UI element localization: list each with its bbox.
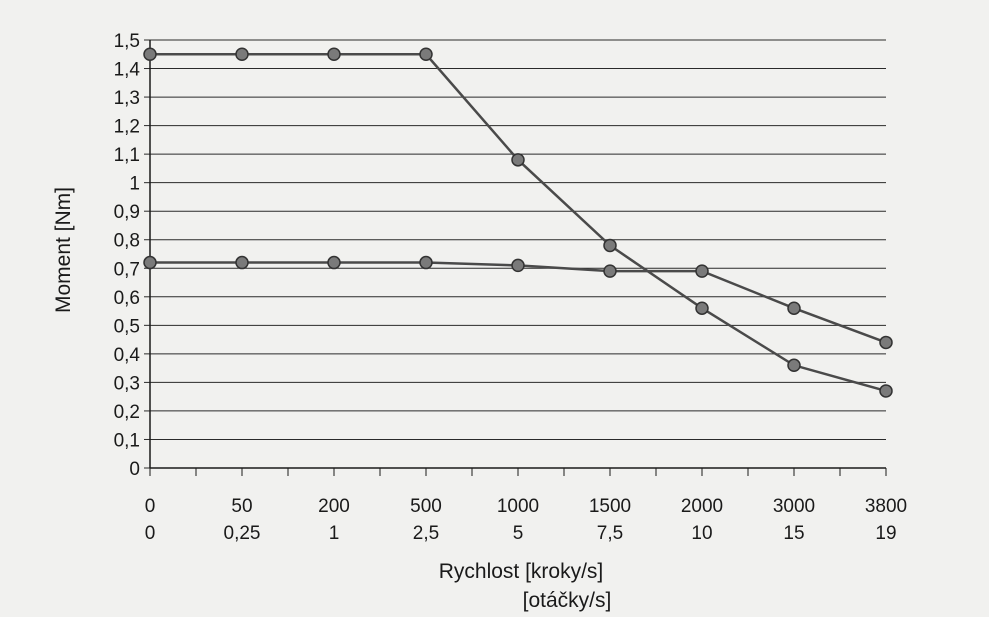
y-axis-label: Moment [Nm] [52,187,75,313]
x-tick-label: 500 [410,496,442,517]
data-point [235,255,249,270]
y-tick-labels: 0 0,1 0,2 0,3 0,4 0,5 0,6 0,7 0,8 0,9 1 1,1 1,2 1,3 1,… [114,31,141,480]
x-tick-label-secondary: 0,25 [224,523,261,544]
data-point [143,255,157,270]
y-tick-label: 1,4 [114,60,141,81]
data-point [419,255,433,270]
data-point [787,358,801,373]
y-tick-label: 0,9 [114,202,140,223]
series-line-2 [150,261,887,344]
x-tick-label: 3000 [773,496,815,517]
data-point [879,384,893,398]
y-tick-label: 1,3 [114,88,140,109]
data-point [879,335,893,350]
y-tick-label: 1,5 [114,31,140,52]
y-tick-label: 1,1 [114,145,140,166]
data-point [511,258,525,273]
x-tick-label: 200 [318,496,350,517]
x-tick-label-secondary: 1 [329,523,340,544]
x-tick-label-secondary: 7,5 [597,523,623,544]
x-tick-label: 50 [231,496,252,517]
data-point [327,255,341,270]
y-tick-label: 0,7 [114,259,140,280]
x-tick-label: 1500 [589,496,631,517]
x-tick-label: 1000 [497,496,539,517]
x-tick-label: 0 [145,496,156,517]
y-tick-label: 0 [129,459,140,480]
y-tick-label: 0,3 [114,373,140,394]
data-point [603,264,617,278]
x-axis-label: Rychlost [kroky/s] [439,560,604,583]
x-tick-label-secondary: 0 [145,523,156,544]
data-point [327,47,341,62]
data-point [695,264,709,278]
data-point [695,301,709,315]
data-point [143,47,157,62]
x-tick-labels: 00500,2520015002,51000515007,52000103000… [145,496,907,544]
data-point [419,47,433,62]
y-tick-label: 1,2 [114,117,140,138]
data-point [603,238,617,253]
x-tick-label-secondary: 15 [783,523,804,544]
x-tick-label-secondary: 19 [875,523,896,544]
data-point [235,47,249,62]
y-tick-label: 0,1 [114,430,140,451]
series-group [143,47,893,398]
x-tick-label-secondary: 5 [513,523,524,544]
series-line-1 [150,53,887,393]
y-tick-label: 0,6 [114,288,140,309]
y-tick-label: 0,2 [114,402,140,423]
y-tick-label: 0,4 [114,345,141,366]
x-tick-label: 2000 [681,496,723,517]
x-tick-label-secondary: 10 [691,523,712,544]
y-tick-label: 0,8 [114,231,140,252]
data-point [511,153,525,167]
x-axis-label-secondary: [otáčky/s] [523,589,612,612]
y-tick-label: 0,5 [114,316,140,337]
x-tick-label-secondary: 2,5 [413,523,439,544]
x-tick-label: 3800 [865,496,907,517]
data-point [787,301,801,315]
y-tick-label: 1 [129,174,140,195]
grid-lines [150,39,886,440]
